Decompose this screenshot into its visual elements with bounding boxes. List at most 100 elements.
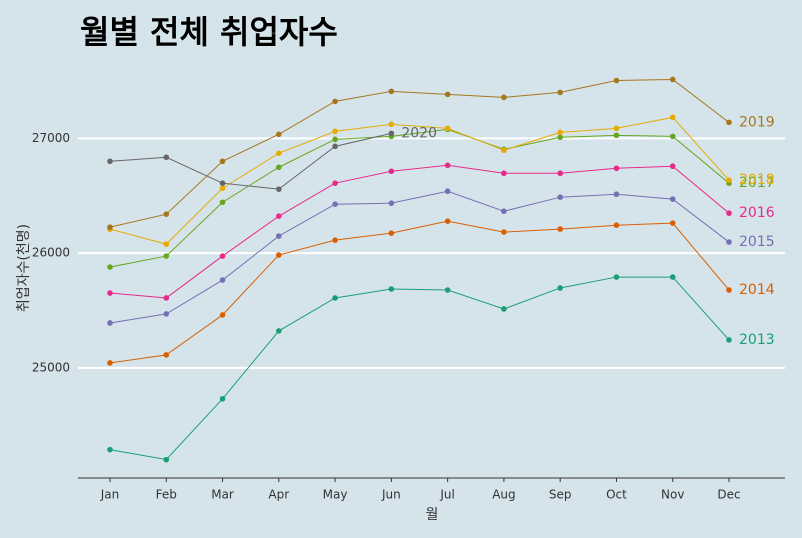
- series-label: 2017: [739, 175, 775, 191]
- point: [613, 125, 620, 132]
- point: [444, 218, 451, 224]
- point: [219, 199, 226, 206]
- point: [332, 201, 338, 207]
- series-label: 2019: [739, 114, 775, 130]
- point: [219, 277, 226, 283]
- x-axis-label: 월: [426, 507, 439, 523]
- point: [557, 226, 563, 232]
- y-tick-label: 25000: [32, 360, 70, 374]
- point: [219, 180, 226, 186]
- series-line: [109, 190, 730, 324]
- point: [726, 239, 732, 245]
- point: [276, 131, 282, 138]
- point: [219, 312, 226, 318]
- x-tick-label: Dec: [717, 488, 740, 502]
- point: [613, 77, 620, 84]
- point: [276, 186, 282, 192]
- point: [501, 208, 507, 214]
- point: [726, 287, 732, 293]
- point: [613, 222, 620, 228]
- point: [388, 230, 395, 236]
- point: [163, 352, 170, 358]
- x-tick-label: Oct: [606, 488, 627, 502]
- point: [276, 233, 282, 239]
- point: [726, 337, 732, 343]
- series-label: 2020: [401, 125, 437, 141]
- point: [669, 133, 676, 140]
- point: [107, 446, 113, 453]
- series-line: [109, 78, 730, 228]
- point: [107, 158, 113, 165]
- point: [107, 264, 113, 270]
- point: [163, 295, 170, 301]
- series-label: 2016: [739, 205, 775, 221]
- series-label: 2013: [739, 332, 775, 348]
- series-line: [109, 220, 730, 364]
- point: [613, 132, 620, 139]
- x-tick-label: Jul: [439, 488, 454, 502]
- x-tick-label: Nov: [661, 488, 684, 502]
- point: [669, 114, 676, 121]
- point: [388, 130, 395, 137]
- y-tick-label: 26000: [32, 246, 70, 260]
- y-tick-label: 27000: [32, 131, 70, 145]
- point: [613, 165, 620, 172]
- point: [444, 162, 451, 169]
- point: [107, 320, 113, 326]
- point: [163, 241, 170, 247]
- point: [107, 224, 113, 230]
- point: [332, 143, 338, 150]
- point: [557, 285, 563, 291]
- y-axis-label: 취업자수(천명): [16, 224, 32, 312]
- point: [219, 158, 226, 165]
- series-line: [109, 132, 392, 190]
- x-tick-label: May: [323, 488, 348, 502]
- point: [557, 194, 563, 200]
- x-tick-label: Feb: [156, 488, 177, 502]
- point: [557, 89, 563, 96]
- point: [276, 252, 282, 258]
- point: [388, 286, 395, 292]
- series-label: 2015: [739, 234, 775, 250]
- x-tick-label: Jan: [100, 488, 120, 502]
- point: [276, 328, 282, 334]
- point: [557, 129, 563, 136]
- point: [332, 128, 338, 135]
- point: [332, 136, 338, 143]
- point: [726, 210, 732, 216]
- point: [669, 220, 676, 226]
- series-line: [109, 164, 730, 299]
- point: [388, 200, 395, 206]
- point: [444, 188, 451, 195]
- x-tick-label: Apr: [268, 488, 289, 502]
- point: [501, 229, 507, 235]
- point: [276, 213, 282, 219]
- point: [163, 456, 170, 463]
- point: [332, 98, 338, 105]
- point: [726, 177, 732, 184]
- point: [613, 274, 620, 280]
- point: [332, 295, 338, 301]
- point: [332, 237, 338, 243]
- point: [557, 134, 563, 141]
- point: [219, 396, 226, 402]
- point: [669, 163, 676, 170]
- point: [388, 168, 395, 175]
- point: [107, 290, 113, 296]
- point: [332, 180, 338, 186]
- point: [219, 253, 226, 259]
- point: [276, 150, 282, 157]
- point: [501, 94, 507, 101]
- point: [107, 360, 113, 366]
- point: [669, 76, 676, 83]
- series-label: 2018: [739, 172, 775, 188]
- point: [163, 311, 170, 317]
- x-tick-label: Aug: [492, 488, 515, 502]
- series-label: 2014: [739, 282, 775, 298]
- point: [276, 164, 282, 171]
- point: [726, 119, 732, 126]
- x-tick-label: Mar: [211, 488, 234, 502]
- point: [444, 287, 451, 293]
- point: [557, 170, 563, 177]
